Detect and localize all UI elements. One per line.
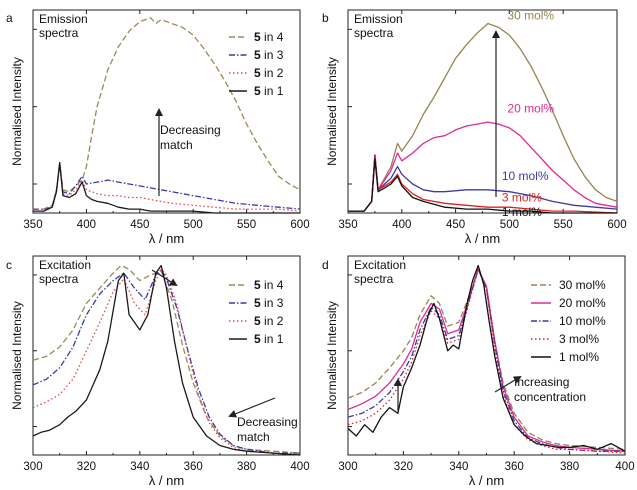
y-axis-label: Normalised Intensity <box>10 57 24 166</box>
series-line <box>348 22 618 212</box>
series-line <box>32 264 301 456</box>
plot-frame <box>347 9 618 214</box>
series-label: 30 mol% <box>507 9 554 23</box>
x-tick-label: 380 <box>237 461 256 473</box>
legend-label: 5 in 4 <box>254 278 284 292</box>
panel-letter: c <box>6 258 12 272</box>
series-label: 20 mol% <box>507 101 554 115</box>
chart-title-line: Excitation <box>39 258 91 272</box>
legend-label: 5 in 3 <box>254 296 284 310</box>
x-tick-label: 400 <box>392 219 411 231</box>
legend-label: 20 mol% <box>559 296 606 310</box>
x-tick-label: 450 <box>446 219 465 231</box>
chart-title-line: spectra <box>354 272 394 286</box>
x-tick-label: 550 <box>237 219 256 231</box>
x-tick-label: 400 <box>77 219 96 231</box>
x-tick-label: 400 <box>615 461 634 473</box>
x-tick-label: 340 <box>449 461 468 473</box>
series-line <box>347 268 626 450</box>
series-line <box>347 264 626 452</box>
y-axis-label: Normalised Intensity <box>10 301 24 410</box>
series-line <box>33 17 301 210</box>
legend-label: 5 in 1 <box>254 332 284 346</box>
x-axis-label: λ / nm <box>469 473 504 488</box>
x-tick-label: 600 <box>290 219 309 231</box>
chart-title-line: Emission <box>39 12 88 26</box>
legend-label: 5 in 2 <box>254 314 284 328</box>
series-line <box>348 121 618 212</box>
series-line <box>33 164 301 212</box>
legend-label: 5 in 4 <box>254 30 284 44</box>
x-tick-label: 320 <box>77 461 96 473</box>
x-tick-label: 300 <box>338 461 357 473</box>
series-label: 10 mol% <box>502 169 549 183</box>
legend-label: 1 mol% <box>559 350 599 364</box>
x-tick-label: 600 <box>607 219 626 231</box>
annotation-text: Decreasing <box>160 123 221 137</box>
x-tick-label: 450 <box>130 219 149 231</box>
series-line <box>33 162 301 210</box>
series-line <box>348 154 618 214</box>
y-axis-label: Normalised Intensity <box>325 57 339 166</box>
chart-title-line: Excitation <box>354 258 406 272</box>
x-tick-label: 340 <box>130 461 149 473</box>
annotation-arrow <box>494 375 522 393</box>
x-tick-label: 300 <box>23 461 42 473</box>
series-line <box>33 162 300 214</box>
x-axis-label: λ / nm <box>465 231 500 246</box>
series-label: 1 mol% <box>502 205 542 219</box>
chart-title-line: spectra <box>39 26 79 40</box>
x-axis-label: λ / nm <box>149 473 184 488</box>
x-axis-label: λ / nm <box>149 231 184 246</box>
chart-title-line: spectra <box>354 26 394 40</box>
x-tick-label: 380 <box>560 461 579 473</box>
legend-label: 5 in 1 <box>254 84 284 98</box>
annotation-text: Decreasing <box>237 415 298 429</box>
y-axis-label: Normalised Intensity <box>325 301 339 410</box>
legend-label: 5 in 3 <box>254 48 284 62</box>
x-tick-label: 360 <box>505 461 524 473</box>
series-label: 3 mol% <box>502 190 542 204</box>
x-tick-label: 550 <box>554 219 573 231</box>
series-line <box>348 158 617 214</box>
panel-letter: a <box>6 11 13 25</box>
x-tick-label: 350 <box>23 219 42 231</box>
panel-letter: d <box>322 258 329 272</box>
annotation-arrow <box>228 397 276 418</box>
x-tick-label: 400 <box>290 461 309 473</box>
x-tick-label: 320 <box>394 461 413 473</box>
chart-title-line: Emission <box>354 12 403 26</box>
legend-label: 5 in 2 <box>254 66 284 80</box>
series-line <box>32 268 300 454</box>
annotation-text: match <box>237 430 270 444</box>
x-tick-label: 360 <box>184 461 203 473</box>
legend-label: 3 mol% <box>559 332 599 346</box>
x-tick-label: 350 <box>338 219 357 231</box>
legend-label: 30 mol% <box>559 278 606 292</box>
annotation-text: match <box>160 138 193 152</box>
annotation-text: concentration <box>514 390 586 404</box>
x-tick-label: 500 <box>500 219 519 231</box>
chart-title-line: spectra <box>39 272 79 286</box>
legend-label: 10 mol% <box>559 314 606 328</box>
annotation-text: Increasing <box>514 375 569 389</box>
x-tick-label: 500 <box>184 219 203 231</box>
panel-letter: b <box>322 11 329 25</box>
annotation-arrow <box>151 269 178 287</box>
